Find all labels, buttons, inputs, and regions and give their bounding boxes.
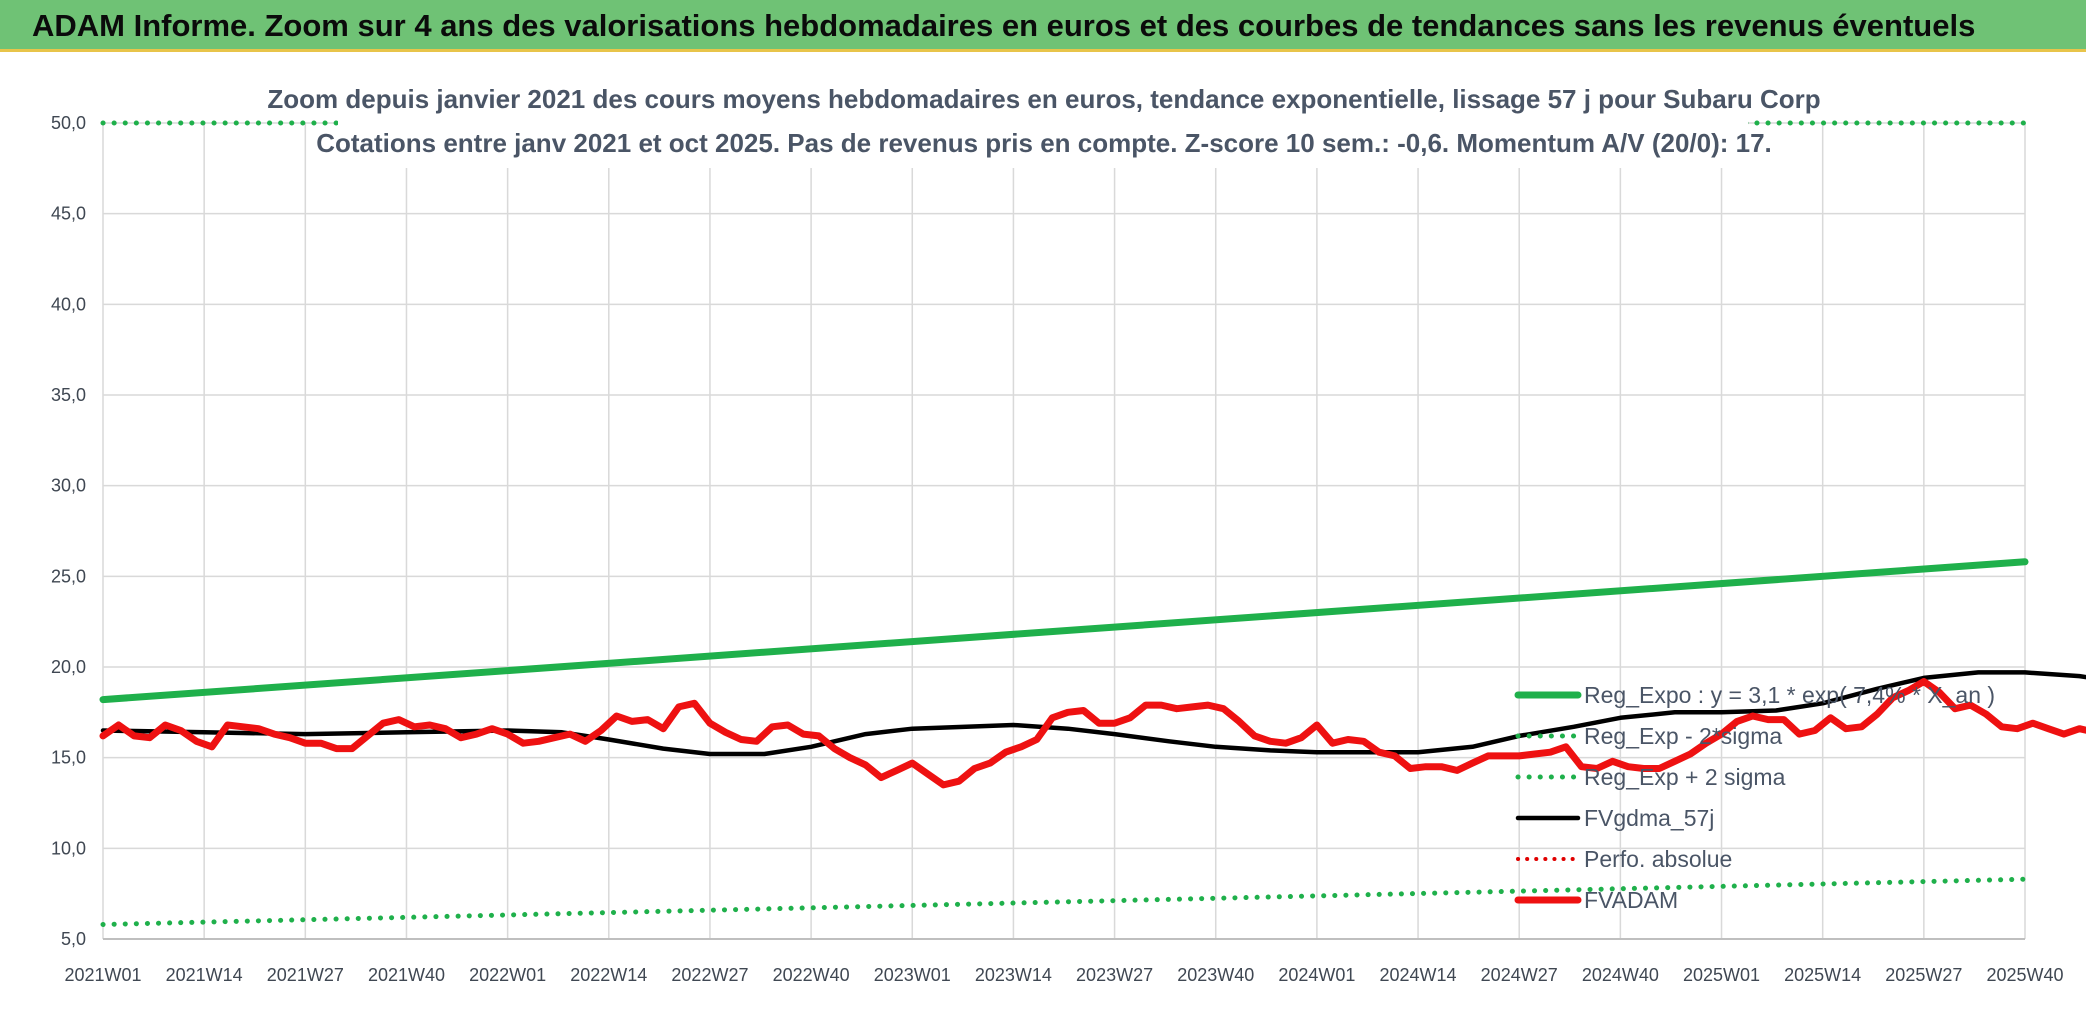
- x-tick-label: 2025W40: [1986, 965, 2063, 985]
- chart-subtitle-line2: Cotations entre janv 2021 et oct 2025. P…: [316, 128, 1772, 158]
- y-tick-label: 10,0: [51, 838, 86, 858]
- x-tick-label: 2025W27: [1885, 965, 1962, 985]
- x-tick-label: 2022W27: [671, 965, 748, 985]
- legend-label: Reg_Expo : y = 3,1 * exp( 7,4% * X_an ): [1584, 682, 1995, 708]
- y-tick-label: 35,0: [51, 385, 86, 405]
- chart-subtitle-line1: Zoom depuis janvier 2021 des cours moyen…: [267, 84, 1820, 114]
- legend-label: Reg_Exp + 2 sigma: [1584, 764, 1786, 790]
- x-tick-label: 2023W40: [1177, 965, 1254, 985]
- x-tick-label: 2023W01: [874, 965, 951, 985]
- legend-label: FVADAM: [1584, 887, 1678, 913]
- x-tick-label: 2023W27: [1076, 965, 1153, 985]
- reg-exp-minus-2sigma-line: [100, 876, 2028, 927]
- fvgdma-57j-line: [100, 670, 2086, 757]
- x-tick-label: 2022W01: [469, 965, 546, 985]
- chart: 5,010,015,020,025,030,035,040,045,050,0 …: [0, 52, 2086, 1031]
- x-tick-label: 2021W01: [64, 965, 141, 985]
- x-tick-label: 2024W14: [1380, 965, 1457, 985]
- x-tick-label: 2021W27: [267, 965, 344, 985]
- y-tick-label: 30,0: [51, 476, 86, 496]
- y-tick-label: 45,0: [51, 204, 86, 224]
- x-axis-labels: 2021W01 2021W14 2021W27 2021W40 2022W01 2022W…: [64, 965, 2063, 985]
- y-tick-label: 5,0: [61, 929, 86, 949]
- title-banner: ADAM Informe. Zoom sur 4 ans des valoris…: [0, 0, 2086, 52]
- legend-label: Reg_Exp - 2*sigma: [1584, 723, 1782, 749]
- subtitle-background: [338, 88, 1748, 168]
- x-tick-label: 2022W14: [570, 965, 647, 985]
- chart-legend: Reg_Expo : y = 3,1 * exp( 7,4% * X_an ) R…: [1514, 682, 1995, 913]
- y-tick-label: 25,0: [51, 566, 86, 586]
- y-tick-label: 15,0: [51, 748, 86, 768]
- x-tick-label: 2025W01: [1683, 965, 1760, 985]
- x-tick-label: 2021W40: [368, 965, 445, 985]
- chart-grid: [102, 122, 2026, 940]
- x-tick-label: 2022W40: [773, 965, 850, 985]
- x-tick-label: 2024W27: [1481, 965, 1558, 985]
- fvadam-line: [99, 678, 2086, 789]
- y-tick-label: 20,0: [51, 657, 86, 677]
- legend-label: FVgdma_57j: [1584, 805, 1714, 831]
- reg-expo-line: [99, 558, 2029, 704]
- chart-series: [99, 120, 2086, 927]
- x-tick-label: 2025W14: [1784, 965, 1861, 985]
- x-tick-label: 2021W14: [166, 965, 243, 985]
- page-title: ADAM Informe. Zoom sur 4 ans des valoris…: [32, 8, 1976, 43]
- x-tick-label: 2024W40: [1582, 965, 1659, 985]
- y-axis-labels: 5,0 10,0 15,0 20,0 25,0 30,0 35,0 40,0 45,0 50,0: [51, 113, 86, 949]
- x-tick-label: 2024W01: [1278, 965, 1355, 985]
- x-tick-label: 2023W14: [975, 965, 1052, 985]
- y-tick-label: 40,0: [51, 294, 86, 314]
- legend-label: Perfo. absolue: [1584, 846, 1732, 872]
- y-tick-label: 50,0: [51, 113, 86, 133]
- chart-background: [0, 52, 2086, 1031]
